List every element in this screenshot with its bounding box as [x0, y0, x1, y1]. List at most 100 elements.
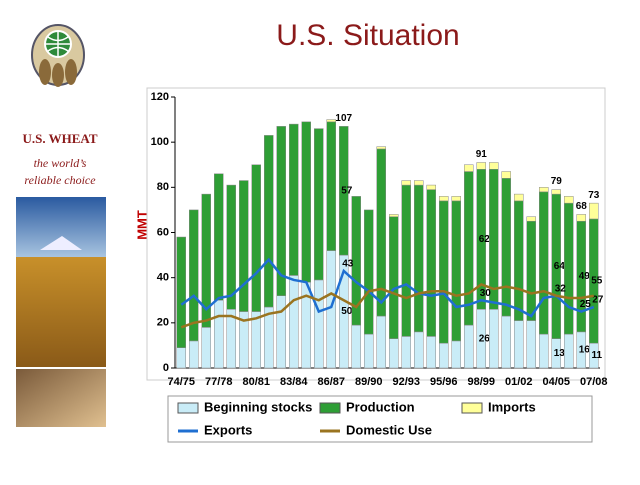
bar-segment	[426, 336, 436, 369]
data-label: 13	[554, 348, 566, 359]
bar-segment	[451, 340, 461, 369]
bar-segment	[426, 189, 436, 337]
bar-segment	[476, 162, 486, 170]
x-tick-label: 92/93	[392, 376, 420, 388]
x-tick-label: 04/05	[542, 376, 570, 388]
bar-segment	[451, 196, 461, 202]
bar-segment	[589, 202, 599, 220]
mountain	[40, 236, 82, 250]
bar-segment	[539, 187, 549, 193]
x-tick-label: 74/75	[167, 376, 195, 388]
bar-segment	[251, 164, 261, 312]
x-tick-label: 77/78	[205, 376, 233, 388]
x-tick-label: 89/90	[355, 376, 383, 388]
bar-segment	[289, 123, 299, 276]
slide-title: U.S. Situation	[276, 19, 459, 52]
total-label: 79	[551, 176, 563, 187]
bar-segment	[314, 279, 324, 369]
legend-swatch	[177, 402, 199, 414]
tagline: the world’s	[34, 156, 87, 170]
data-label: 25	[580, 299, 592, 310]
legend-label: Production	[346, 399, 415, 414]
bar-segment	[201, 327, 211, 369]
line-series	[180, 283, 594, 329]
x-tick-label: 80/81	[242, 376, 270, 388]
bar-segment	[414, 180, 424, 186]
bar-segment	[501, 178, 511, 317]
bar-segment	[189, 340, 199, 369]
bar-segment	[464, 324, 474, 369]
bar-segment	[201, 193, 211, 328]
data-label: 30	[480, 288, 492, 299]
x-tick-label: 98/99	[467, 376, 495, 388]
total-label: 73	[588, 190, 600, 201]
data-label: 43	[342, 259, 354, 270]
brand-name: U.S. WHEAT	[22, 131, 97, 146]
bar-segment	[264, 135, 274, 308]
legend-label: Imports	[488, 399, 536, 414]
bar-segment	[564, 202, 574, 335]
bar-segment	[439, 200, 449, 344]
bar-segment	[326, 121, 336, 251]
bar-segment	[364, 333, 374, 369]
bar-segment	[439, 196, 449, 202]
data-label: 62	[479, 234, 491, 245]
bar-segment	[551, 189, 561, 195]
bar-segment	[401, 180, 411, 186]
y-tick-label: 80	[157, 181, 169, 193]
y-tick-label: 20	[157, 317, 169, 329]
bar-segment	[464, 164, 474, 172]
x-tick-label: 83/84	[280, 376, 308, 388]
y-tick-label: 120	[151, 91, 169, 103]
bar-segment	[314, 128, 324, 281]
bar-segment	[564, 333, 574, 369]
bar-segment	[364, 209, 374, 335]
data-label: 64	[554, 261, 566, 272]
bar-segment	[401, 184, 411, 337]
legend-label: Beginning stocks	[204, 399, 312, 414]
x-tick-label: 01/02	[505, 376, 533, 388]
bar-segment	[289, 275, 299, 369]
y-tick-label: 100	[151, 136, 169, 148]
bar-segment	[226, 184, 236, 310]
legend-swatch	[319, 402, 341, 414]
y-tick-label: 40	[157, 272, 169, 284]
bar-segment	[414, 184, 424, 333]
bar-segment	[489, 162, 499, 170]
bar-segment	[301, 121, 311, 283]
bar-segment	[439, 342, 449, 369]
bar-segment	[564, 196, 574, 204]
photo-sheaf	[16, 369, 106, 427]
bar-segment	[376, 315, 386, 369]
tagline: reliable choice	[24, 173, 96, 187]
bar-segment	[451, 200, 461, 342]
bar-segment	[389, 216, 399, 339]
data-label: 49	[579, 271, 591, 282]
legend-swatch	[461, 402, 483, 414]
bar-segment	[526, 320, 536, 369]
total-label: 91	[476, 149, 488, 160]
bar-segment	[214, 173, 224, 301]
bar-segment	[426, 184, 436, 190]
bar-segment	[526, 216, 536, 222]
bar-segment	[351, 196, 361, 326]
bar-segment	[401, 336, 411, 369]
data-label: 57	[341, 185, 353, 196]
data-label: 50	[341, 306, 353, 317]
data-label: 16	[579, 345, 591, 356]
legend-label: Domestic Use	[346, 422, 432, 437]
total-label: 107	[335, 113, 352, 124]
bar-segment	[389, 338, 399, 369]
bar-segment	[514, 193, 524, 202]
line-series	[180, 257, 595, 318]
bar-segment	[214, 300, 224, 369]
logo	[31, 24, 85, 87]
bar-segment	[376, 146, 386, 150]
legend	[167, 395, 593, 443]
bar-segment	[464, 171, 474, 326]
bar-segment	[176, 347, 186, 369]
x-tick-label: 07/08	[580, 376, 608, 388]
bar-segment	[526, 220, 536, 321]
bar-segment	[539, 333, 549, 369]
